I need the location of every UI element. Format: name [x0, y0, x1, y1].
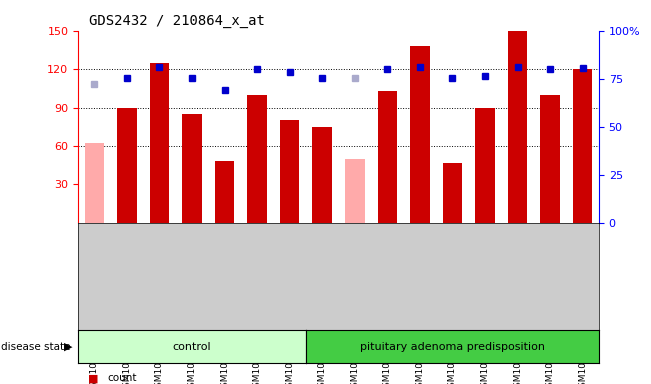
- Text: GDS2432 / 210864_x_at: GDS2432 / 210864_x_at: [89, 14, 264, 28]
- Bar: [508, 31, 527, 223]
- Bar: [117, 108, 137, 223]
- Bar: [475, 108, 495, 223]
- Text: control: control: [173, 341, 212, 352]
- Bar: [345, 159, 365, 223]
- Text: count: count: [107, 373, 137, 383]
- Bar: [215, 161, 234, 223]
- Text: disease state: disease state: [1, 341, 70, 352]
- Bar: [85, 143, 104, 223]
- Text: ▶: ▶: [64, 341, 72, 352]
- Bar: [312, 127, 332, 223]
- Bar: [378, 91, 397, 223]
- Bar: [280, 120, 299, 223]
- Text: ■: ■: [88, 373, 98, 383]
- Bar: [182, 114, 202, 223]
- Bar: [573, 69, 592, 223]
- Bar: [443, 162, 462, 223]
- Bar: [540, 95, 560, 223]
- Text: pituitary adenoma predisposition: pituitary adenoma predisposition: [360, 341, 545, 352]
- Bar: [410, 46, 430, 223]
- Bar: [150, 63, 169, 223]
- Bar: [247, 95, 267, 223]
